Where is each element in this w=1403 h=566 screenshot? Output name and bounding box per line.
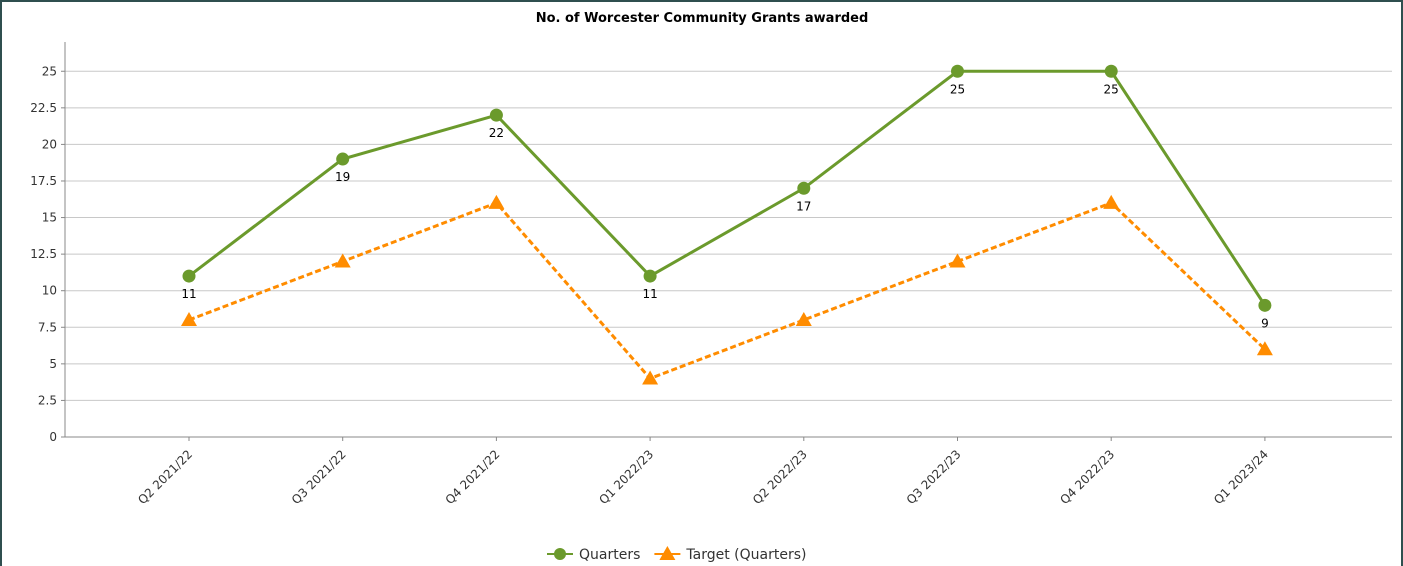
point <box>795 311 812 326</box>
legend-label: Quarters <box>579 547 640 563</box>
x-tick-label: Q4 2022/23 <box>1057 447 1117 507</box>
point <box>181 311 197 326</box>
data-label: 19 <box>335 170 350 184</box>
point <box>797 181 811 195</box>
point <box>1104 64 1118 78</box>
y-tick-label: 22.5 <box>30 101 57 115</box>
series-line <box>188 201 1266 381</box>
chart-title: No. of Worcester Community Grants awarde… <box>536 11 869 26</box>
point <box>1258 298 1272 312</box>
point <box>1256 341 1273 356</box>
x-tick-label: Q1 2023/24 <box>1211 447 1271 507</box>
y-tick-label: 5 <box>49 357 57 371</box>
data-label: 11 <box>642 287 657 301</box>
y-tick-label: 17.5 <box>30 174 57 188</box>
y-tick-label: 7.5 <box>38 320 57 334</box>
point <box>336 152 350 166</box>
point <box>951 64 964 78</box>
y-tick-label: 10 <box>42 284 57 298</box>
y-tick-label: 15 <box>42 211 57 225</box>
x-tick-label: Q2 2022/23 <box>750 447 810 507</box>
y-tick-label: 12.5 <box>30 247 57 261</box>
x-tick-label: Q1 2022/23 <box>596 447 656 507</box>
legend-marker <box>659 546 676 560</box>
data-label: 25 <box>1104 82 1119 96</box>
point <box>489 108 503 122</box>
series-line <box>188 69 1267 307</box>
x-tick-label: Q4 2021/22 <box>443 447 503 507</box>
data-label: 9 <box>1261 316 1269 330</box>
point <box>642 370 659 385</box>
point <box>334 253 351 268</box>
legend-label: Target (Quarters) <box>685 547 806 563</box>
x-tick-label: Q2 2021/22 <box>135 447 195 507</box>
data-label: 11 <box>181 287 196 301</box>
data-label: 22 <box>489 126 504 140</box>
data-label: 17 <box>796 199 811 213</box>
point <box>488 194 505 209</box>
x-tick-label: Q3 2021/22 <box>289 447 349 507</box>
point <box>949 253 966 268</box>
y-tick-label: 20 <box>42 137 57 151</box>
y-tick-label: 2.5 <box>38 393 57 407</box>
point <box>182 269 196 283</box>
y-tick-label: 0 <box>49 430 57 444</box>
legend-marker <box>554 548 566 560</box>
point <box>643 269 657 283</box>
data-label: 25 <box>950 82 965 96</box>
x-tick-label: Q3 2022/23 <box>904 447 964 507</box>
y-tick-label: 25 <box>42 64 57 78</box>
point <box>1103 194 1120 209</box>
